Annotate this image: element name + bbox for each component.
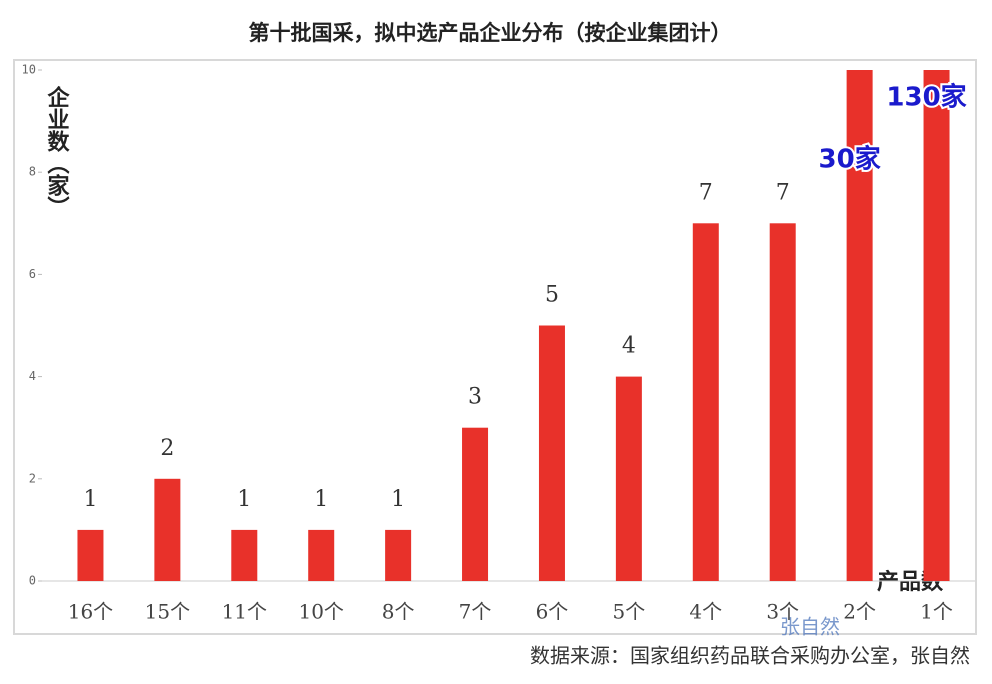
data-label: 3: [468, 385, 482, 410]
plot-frame: [13, 59, 977, 635]
x-tick-label: 6个: [536, 600, 569, 624]
chart-title: 第十批国采，拟中选产品企业分布（按企业集团计）: [249, 21, 732, 45]
bar: [538, 325, 565, 581]
data-label: 1: [237, 487, 251, 512]
y-axis-title: 企业数（家）: [44, 85, 71, 218]
data-label: 1: [391, 487, 405, 512]
y-tick-label: 4: [29, 369, 36, 383]
bar: [923, 70, 950, 581]
data-label: 1: [83, 487, 97, 512]
y-tick-label: 2: [29, 471, 36, 485]
x-tick-label: 11个: [222, 600, 267, 624]
bar: [77, 529, 104, 581]
source-note: 数据来源：国家组织药品联合采购办公室，张自然: [530, 644, 970, 668]
watermark: 张自然: [780, 615, 840, 639]
bar: [769, 223, 796, 582]
data-label: 5: [545, 283, 559, 308]
x-tick-label: 8个: [382, 600, 415, 624]
x-tick-label: 15个: [145, 600, 190, 624]
bar: [385, 529, 412, 581]
x-tick-label: 3个: [766, 600, 799, 624]
bar: [615, 376, 642, 581]
data-label: 7: [776, 180, 790, 205]
bar: [231, 529, 258, 581]
x-tick-label: 16个: [68, 600, 113, 624]
y-tick-label: 0: [29, 574, 36, 588]
x-tick-label: 1个: [920, 600, 953, 624]
data-label: 4: [622, 334, 636, 359]
x-tick-label: 10个: [298, 600, 343, 624]
y-tick-label: 10: [22, 63, 36, 77]
data-label: 130家: [886, 82, 966, 113]
bar: [154, 478, 181, 581]
bar: [692, 223, 719, 582]
y-tick-label: 8: [29, 165, 36, 179]
y-tick-label: 6: [29, 267, 36, 281]
data-label: 30家: [819, 144, 881, 175]
bar: [308, 529, 335, 581]
bar: [846, 70, 873, 581]
x-tick-label: 5个: [613, 600, 646, 624]
x-tick-label: 2个: [843, 600, 876, 624]
data-label: 7: [699, 180, 713, 205]
x-tick-label: 4个: [689, 600, 722, 624]
data-label: 1: [314, 487, 328, 512]
data-label: 2: [160, 436, 174, 461]
x-tick-label: 7个: [459, 600, 492, 624]
bar: [462, 427, 489, 581]
